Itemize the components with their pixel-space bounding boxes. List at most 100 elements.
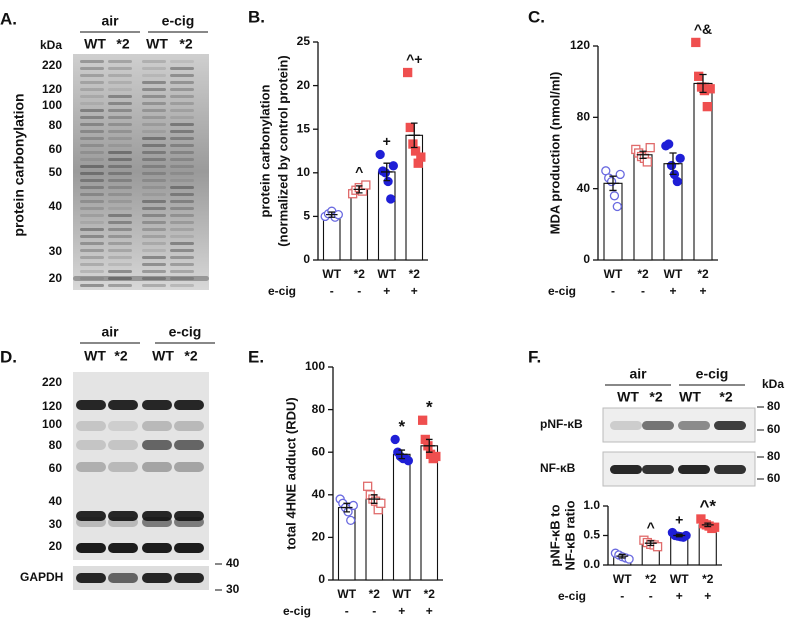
blot-band [108,284,132,287]
blot-band [108,123,132,126]
row-value: + [704,589,711,603]
marker-label: 80 [49,118,63,132]
panel-label: F. [528,347,541,366]
y-tick-label: 60 [312,444,326,458]
row-label: e-cig [268,284,296,298]
blot-band [80,228,104,231]
blot-band [174,543,204,553]
lane-label: WT [679,389,701,405]
blot-band [678,465,710,474]
blot-band [142,263,166,266]
data-point [694,71,704,81]
y-tick-label: 15 [297,121,311,135]
blot-band [108,116,132,119]
blot-band [170,165,194,168]
blot-band [170,67,194,70]
x-tick-label: WT [337,587,356,601]
blot-band [170,109,194,112]
blot-band [108,74,132,77]
y-tick-label: 40 [577,181,591,195]
marker-label: 40 [226,556,240,570]
blot-band [170,193,194,196]
blot-band [80,256,104,259]
row-value: - [611,284,615,298]
blot-band [714,421,746,430]
y-tick-label: 25 [297,34,311,48]
lane-label: WT [146,36,168,52]
data-point [664,139,674,149]
y-tick-label: 120 [570,38,590,52]
kda-label: kDa [762,377,784,391]
blot-band [142,440,172,450]
marker-label: 60 [49,142,63,156]
blot-band [80,158,104,161]
blot-band [142,277,166,280]
lane-label: *2 [719,389,732,405]
blot-band [142,179,166,182]
data-point [380,168,391,178]
row-value: - [649,589,653,603]
y-tick-label: 10 [297,165,311,179]
blot-band [142,74,166,77]
data-point [624,554,634,564]
blot-band [170,235,194,238]
blot-band [108,81,132,84]
annotation: ^+ [406,51,422,67]
data-point [606,176,617,187]
marker-label: 40 [49,494,63,508]
x-tick-label: *2 [409,267,421,281]
bar [350,188,369,261]
blot-band [108,221,132,224]
blot-band [142,207,166,210]
blot-band [108,242,132,245]
panel-label: E. [248,347,264,366]
marker-label: 220 [42,58,62,72]
data-point [405,122,415,133]
annotation: ^& [694,21,712,37]
strip-label: GAPDH [20,570,63,584]
x-tick-label: *2 [637,267,649,281]
y-tick-label: 0 [318,572,325,586]
blot-band [108,249,132,252]
error-bar [325,211,338,218]
panel-label: C. [528,7,545,26]
error-bar [353,185,366,194]
group-label: e-cig [169,324,202,340]
blot-band [108,130,132,133]
annotation: + [383,133,391,149]
blot-band [142,95,166,98]
row-value: + [676,589,683,603]
lane-label: WT [84,348,106,364]
blot-band [80,88,104,91]
blot-band [174,517,204,527]
blot-band [170,60,194,63]
bar [392,453,411,581]
data-point [672,176,682,187]
x-tick-label: *2 [354,267,366,281]
blot-band [80,102,104,105]
strip-label: pNF-κB [540,417,583,431]
error-bar [696,73,710,94]
lane-label: *2 [179,36,192,52]
blot-band [142,137,166,140]
error-bar [606,175,620,192]
blot-band [76,511,106,521]
blot-band [108,207,132,210]
panel-label: A. [0,9,17,28]
blot-band [170,95,194,98]
y-tick-label: 20 [312,530,326,544]
blot-band [80,284,104,287]
panel-label: D. [0,347,17,366]
blot-band [80,193,104,196]
annotation: * [426,398,433,417]
blot-band [108,228,132,231]
blot-band [170,102,194,105]
row-value: + [383,284,390,298]
blot-band [80,151,104,154]
blot-band [76,421,106,431]
blot-band [142,242,166,245]
blot-band [108,440,138,450]
blot-band [142,221,166,224]
blot-band [142,123,166,126]
